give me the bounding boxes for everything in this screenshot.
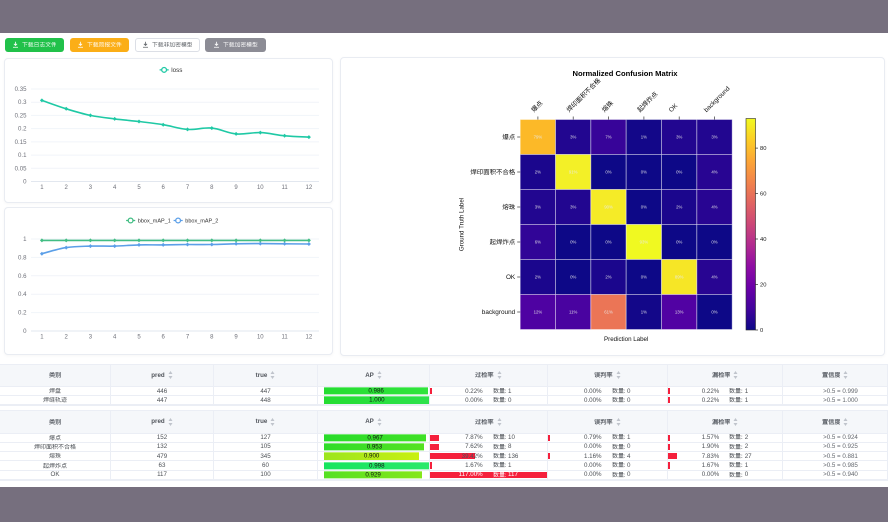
svg-text:91%: 91% <box>569 170 578 175</box>
svg-text:loss: loss <box>171 67 182 74</box>
svg-text:12: 12 <box>306 334 313 340</box>
svg-text:11: 11 <box>281 184 288 190</box>
svg-text:1: 1 <box>23 236 27 243</box>
svg-text:4%: 4% <box>711 205 717 210</box>
svg-text:OK: OK <box>506 274 516 281</box>
svg-text:2%: 2% <box>535 170 541 175</box>
svg-text:4: 4 <box>113 184 117 190</box>
svg-text:OK: OK <box>668 102 680 114</box>
svg-text:2%: 2% <box>676 205 682 210</box>
svg-text:5: 5 <box>137 184 141 190</box>
svg-text:0.4: 0.4 <box>18 291 27 298</box>
svg-text:12: 12 <box>306 184 313 190</box>
svg-text:3: 3 <box>89 334 93 340</box>
svg-text:2: 2 <box>65 334 69 340</box>
svg-text:0: 0 <box>760 328 763 334</box>
svg-text:80: 80 <box>760 146 766 152</box>
svg-text:Normalized Confusion Matrix: Normalized Confusion Matrix <box>572 69 678 78</box>
svg-text:0%: 0% <box>570 240 576 245</box>
svg-text:3%: 3% <box>570 205 576 210</box>
svg-text:7%: 7% <box>605 135 611 140</box>
svg-text:7: 7 <box>186 334 190 340</box>
svg-text:3%: 3% <box>676 135 682 140</box>
svg-text:5: 5 <box>137 334 141 340</box>
svg-text:8: 8 <box>210 334 214 340</box>
svg-text:60: 60 <box>760 192 766 198</box>
svg-text:1: 1 <box>40 334 44 340</box>
svg-text:2%: 2% <box>535 275 541 280</box>
svg-text:10: 10 <box>257 334 264 340</box>
svg-text:79%: 79% <box>534 135 543 140</box>
svg-text:background: background <box>703 85 732 114</box>
svg-text:1%: 1% <box>641 135 647 140</box>
svg-text:1%: 1% <box>641 310 647 315</box>
svg-text:12%: 12% <box>534 310 543 315</box>
svg-text:0.05: 0.05 <box>15 165 27 172</box>
svg-text:13%: 13% <box>675 310 684 315</box>
svg-text:9: 9 <box>234 184 238 190</box>
svg-text:0%: 0% <box>711 240 717 245</box>
svg-text:0%: 0% <box>570 275 576 280</box>
svg-text:61%: 61% <box>604 310 613 315</box>
svg-text:0%: 0% <box>676 170 682 175</box>
svg-text:0.2: 0.2 <box>18 309 27 316</box>
svg-text:9: 9 <box>234 334 238 340</box>
svg-text:93%: 93% <box>640 240 649 245</box>
svg-text:0%: 0% <box>641 205 647 210</box>
svg-text:10: 10 <box>257 184 264 190</box>
svg-text:3%: 3% <box>535 205 541 210</box>
svg-text:4%: 4% <box>711 170 717 175</box>
svg-text:2%: 2% <box>605 275 611 280</box>
svg-text:Prediction Label: Prediction Label <box>604 336 648 343</box>
svg-text:0: 0 <box>23 178 27 185</box>
svg-text:7: 7 <box>186 184 190 190</box>
svg-text:3: 3 <box>89 184 93 190</box>
svg-text:20: 20 <box>760 283 766 289</box>
svg-text:6%: 6% <box>535 240 541 245</box>
svg-text:0%: 0% <box>641 170 647 175</box>
svg-text:0%: 0% <box>605 240 611 245</box>
svg-text:89%: 89% <box>675 275 684 280</box>
svg-text:11%: 11% <box>569 310 577 315</box>
svg-text:background: background <box>482 309 516 316</box>
svg-text:1: 1 <box>40 184 44 190</box>
svg-text:3%: 3% <box>711 135 717 140</box>
svg-text:0%: 0% <box>711 310 717 315</box>
svg-text:3%: 3% <box>570 135 576 140</box>
svg-text:0%: 0% <box>641 275 647 280</box>
svg-text:0.3: 0.3 <box>18 99 27 106</box>
svg-text:bbox_mAP_2: bbox_mAP_2 <box>185 218 218 224</box>
svg-text:Ground Truth Label: Ground Truth Label <box>459 198 466 251</box>
svg-text:0: 0 <box>23 328 27 335</box>
svg-text:0%: 0% <box>605 170 611 175</box>
svg-text:6: 6 <box>162 184 166 190</box>
svg-text:2: 2 <box>65 184 69 190</box>
svg-text:40: 40 <box>760 237 766 243</box>
svg-text:0%: 0% <box>676 240 682 245</box>
svg-text:0.6: 0.6 <box>18 272 27 279</box>
svg-text:0.1: 0.1 <box>18 152 27 159</box>
svg-text:0.15: 0.15 <box>15 138 27 145</box>
svg-text:4%: 4% <box>711 275 717 280</box>
svg-text:11: 11 <box>281 334 288 340</box>
svg-text:6: 6 <box>162 334 166 340</box>
svg-text:0.2: 0.2 <box>18 125 27 132</box>
svg-text:8: 8 <box>210 184 214 190</box>
svg-text:0.25: 0.25 <box>15 112 27 119</box>
svg-text:0.35: 0.35 <box>15 86 27 93</box>
svg-text:bbox_mAP_1: bbox_mAP_1 <box>138 218 171 224</box>
svg-text:90%: 90% <box>604 205 613 210</box>
svg-text:0.8: 0.8 <box>18 254 27 261</box>
svg-text:4: 4 <box>113 334 117 340</box>
